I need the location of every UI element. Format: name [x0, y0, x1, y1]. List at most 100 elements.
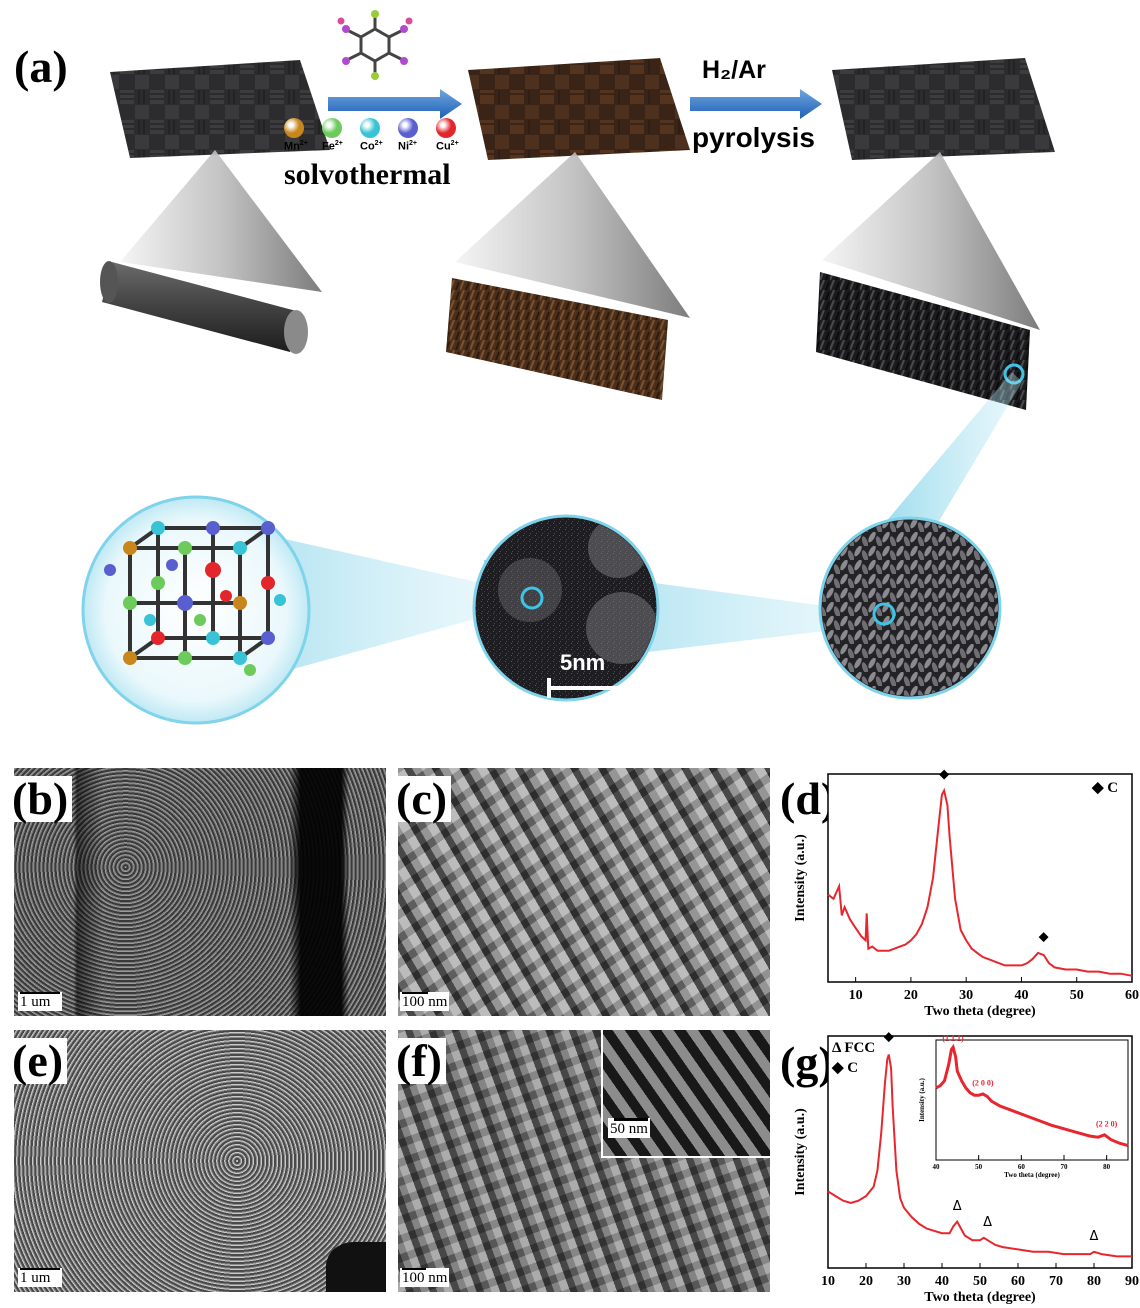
fe-ion-icon — [322, 118, 342, 138]
d-x-tick-label: 40 — [1014, 988, 1028, 1003]
g-x-tick-label: 30 — [897, 1274, 911, 1289]
ion-legend: Mn2+ Fe2+ Co2+ Ni2+ Cu2+ — [284, 118, 494, 160]
alloy-cloth — [832, 58, 1055, 160]
d-series-line — [827, 787, 1133, 977]
g-inset-plot-frame — [935, 1039, 1129, 1161]
scale-f-label: 100 nm — [402, 1270, 448, 1286]
zoom-circle-nanorod — [872, 602, 896, 626]
panel-b-label: (b) — [8, 776, 73, 822]
g-inset-x-tick-label: 40 — [933, 1163, 941, 1171]
sem-panel-b — [14, 768, 386, 1016]
scale-e-label: 1 um — [20, 1270, 51, 1286]
h2-ar-label: H₂/Ar — [702, 56, 766, 84]
g-inset-peak-label: (2 2 0) — [1096, 1119, 1118, 1128]
legend-g-fcc: Δ FCC — [832, 1040, 876, 1056]
g-x-tick-label: 20 — [859, 1274, 873, 1289]
d-x-tick-label: 20 — [904, 988, 918, 1003]
panel-e-label: (e) — [8, 1038, 68, 1084]
lattice-circle — [81, 495, 311, 725]
arrow-pyrolysis — [690, 89, 822, 119]
ion-co-name: Co — [360, 140, 375, 153]
g-inset-x-tick-label: 60 — [1018, 1163, 1026, 1171]
d-x-tick-label: 10 — [849, 988, 863, 1003]
arrow-solvothermal — [328, 89, 462, 119]
d-x-tick-label: 30 — [959, 988, 973, 1003]
g-inset-peak-label: (2 0 0) — [972, 1079, 994, 1088]
tem-scale-bar — [547, 678, 632, 698]
ion-mn-name: Mn — [284, 140, 300, 153]
mof-coated-rod — [446, 278, 668, 400]
ion-ni-charge: 2+ — [409, 140, 417, 147]
cu-ion-icon — [436, 118, 456, 138]
carbon-cloth-1 — [110, 60, 330, 158]
carbon-fiber-rod — [102, 262, 300, 352]
co-ion-icon — [360, 118, 380, 138]
d-peak-marker: ◆ — [939, 768, 949, 782]
xrd-chart-g: 10 20 30 40 50 60 70 80 90 Two theta (degree) Inte… — [793, 1030, 1139, 1305]
solvothermal-label: solvothermal — [284, 158, 451, 191]
panel-a-illustration — [81, 10, 1055, 725]
ion-ni-name: Ni — [398, 140, 409, 153]
ion-fe-name: Fe — [322, 140, 335, 153]
g-x-tick-label: 90 — [1125, 1274, 1139, 1289]
sem-panel-c — [398, 768, 770, 1016]
g-inset-y-axis-label: Intensity (a.u.) — [918, 1077, 926, 1121]
g-series-line — [827, 1054, 1132, 1258]
g-x-tick-label: 50 — [973, 1274, 987, 1289]
ligand-molecule-icon — [337, 10, 413, 80]
scale-c: 100 nm — [400, 992, 450, 1011]
panel-f-label: (f) — [392, 1038, 446, 1084]
g-x-tick-label: 80 — [1087, 1274, 1101, 1289]
panel-c-label: (c) — [392, 776, 452, 822]
g-y-axis-label: Intensity (a.u.) — [793, 1108, 808, 1196]
ion-co-charge: 2+ — [374, 140, 383, 147]
scale-f: 100 nm — [400, 1268, 450, 1287]
lattice-atoms — [104, 521, 286, 676]
g-inset-series-line — [935, 1043, 1129, 1148]
g-peak-marker: Δ — [1090, 1229, 1099, 1244]
g-inset-x-tick-label: 80 — [1103, 1163, 1111, 1171]
sem-panel-e — [14, 1030, 386, 1292]
scale-f-inset-label: 50 nm — [610, 1121, 648, 1137]
g-x-tick-label: 60 — [1011, 1274, 1025, 1289]
d-y-axis-label: Intensity (a.u.) — [793, 834, 808, 922]
ni-ion-icon — [398, 118, 418, 138]
tem-scale-label: 5nm — [560, 650, 606, 675]
scale-c-label: 100 nm — [402, 994, 448, 1010]
g-inset-x-tick-label: 70 — [1061, 1163, 1069, 1171]
alloy-coated-rod — [816, 272, 1030, 410]
scale-f-inset: 50 nm — [608, 1118, 650, 1138]
zoom-circle-tem — [520, 586, 544, 610]
g-inset-peak-label: (1 1 1) — [942, 1034, 964, 1043]
d-x-axis-label: Two theta (degree) — [924, 1004, 1036, 1019]
ion-cu-name: Cu — [436, 140, 451, 153]
g-peak-marker: Δ — [953, 1199, 962, 1214]
d-x-tick-label: 60 — [1125, 988, 1139, 1003]
scale-b-label: 1 um — [20, 994, 51, 1010]
g-x-tick-label: 70 — [1049, 1274, 1063, 1289]
g-x-tick-label: 40 — [935, 1274, 949, 1289]
ion-cu-charge: 2+ — [450, 140, 459, 147]
mn-ion-icon — [284, 118, 304, 138]
g-x-axis-label: Two theta (degree) — [924, 1290, 1036, 1305]
ion-fe-charge: 2+ — [334, 140, 343, 147]
sem-panel-f-inset — [601, 1030, 770, 1158]
g-inset-x-axis-label: Two theta (degree) — [1004, 1171, 1060, 1179]
pyrolysis-label: pyrolysis — [692, 122, 815, 153]
d-plot-frame — [827, 773, 1133, 983]
legend-d: ◆ C — [1092, 780, 1119, 796]
g-peak-marker: Δ — [983, 1215, 992, 1230]
mof-cloth — [468, 58, 690, 160]
scale-e: 1 um — [18, 1268, 62, 1287]
ion-mn-charge: 2+ — [299, 140, 308, 147]
g-x-tick-label: 10 — [821, 1274, 835, 1289]
panel-a-label: (a) — [14, 41, 68, 92]
panel-g-label: (g) — [780, 1037, 834, 1088]
d-x-tick-label: 50 — [1070, 988, 1084, 1003]
d-peak-marker: ◆ — [1039, 929, 1049, 944]
sem-panel-f — [398, 1030, 770, 1292]
scale-b: 1 um — [18, 992, 62, 1011]
panel-d-label: (d) — [780, 773, 837, 824]
g-inset-x-tick-label: 50 — [975, 1163, 983, 1171]
xrd-chart-d: 10 20 30 40 50 60 Two theta (degree) Intensity … — [793, 768, 1139, 1019]
